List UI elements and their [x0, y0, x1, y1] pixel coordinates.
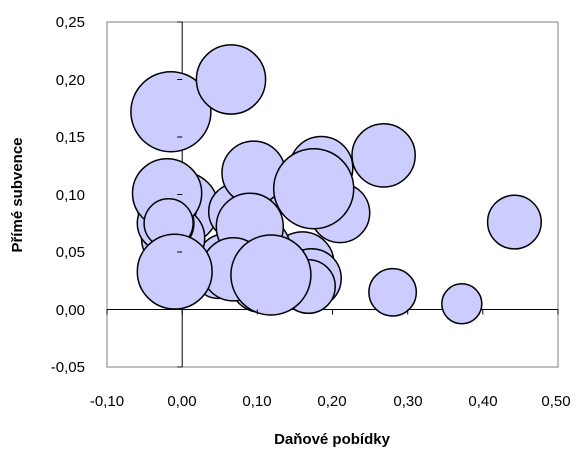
x-tick-label: 0,50 [541, 393, 570, 410]
bubble [230, 234, 312, 316]
x-tick-label: 0,40 [468, 393, 497, 410]
bubble [368, 267, 418, 317]
x-axis-title: Daňové pobídky [274, 431, 391, 448]
bubble [272, 147, 355, 230]
bubble [486, 194, 542, 250]
bubble [130, 70, 212, 153]
y-tick-marks [177, 21, 183, 368]
bubble [351, 123, 416, 188]
y-tick-label: 0,15 [56, 129, 85, 146]
y-tick-labels: -0,05 0,00 0,05 0,10 0,15 0,20 0,25 [51, 14, 85, 376]
x-tick-labels: -0,10 0,00 0,10 0,20 0,30 0,40 0,50 [90, 393, 571, 410]
x-tick-label: 0,00 [167, 393, 196, 410]
y-tick-label: 0,25 [56, 14, 85, 31]
y-axis-title: Přímé subvence [9, 137, 26, 252]
y-tick-label: 0,10 [56, 187, 85, 204]
x-tick-label: -0,10 [90, 393, 124, 410]
bubble [195, 44, 267, 115]
x-tick-label: 0,20 [317, 393, 346, 410]
x-tick-label: 0,10 [242, 393, 271, 410]
y-tick-label: 0,00 [56, 302, 85, 319]
x-tick-label: 0,30 [393, 393, 422, 410]
bubble [136, 233, 213, 310]
y-tick-label: 0,05 [56, 244, 85, 261]
y-tick-label: 0,20 [56, 72, 85, 89]
x-tick-marks [106, 309, 559, 315]
bubble [441, 283, 483, 325]
y-tick-label: -0,05 [51, 359, 85, 376]
bubble-series [130, 44, 542, 325]
